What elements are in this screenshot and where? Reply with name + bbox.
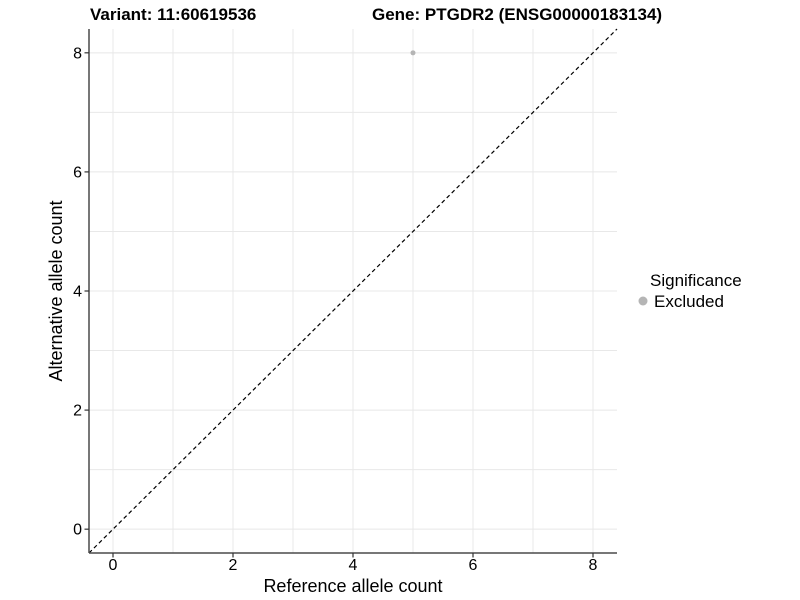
x-tick-label: 8 — [589, 557, 598, 574]
x-tick-label: 4 — [349, 557, 358, 574]
y-tick-label: 8 — [73, 45, 82, 62]
panel-gridlines — [89, 29, 617, 553]
plot-title-variant: Variant: 11:60619536 — [90, 5, 256, 24]
x-tick-label: 0 — [109, 557, 118, 574]
x-axis-title: Reference allele count — [263, 576, 442, 596]
x-tick-label: 6 — [469, 557, 478, 574]
axes-and-ticks: 0 2 4 6 8 0 2 4 6 8 — [73, 29, 617, 574]
legend: Significance Excluded — [638, 271, 742, 311]
y-tick-label: 4 — [73, 284, 82, 301]
plot-title-gene: Gene: PTGDR2 (ENSG00000183134) — [372, 5, 662, 24]
y-axis-title: Alternative allele count — [46, 200, 66, 381]
data-points — [410, 50, 416, 56]
identity-reference-line — [88, 28, 618, 554]
legend-label-excluded: Excluded — [654, 292, 724, 311]
y-tick-label: 6 — [73, 164, 82, 181]
legend-key-excluded-dot — [638, 296, 648, 306]
y-tick-label: 0 — [73, 522, 82, 539]
y-tick-label: 2 — [73, 403, 82, 420]
data-point-excluded — [410, 50, 416, 56]
identity-line — [88, 28, 618, 554]
x-tick-label: 2 — [229, 557, 238, 574]
legend-title: Significance — [650, 271, 742, 290]
